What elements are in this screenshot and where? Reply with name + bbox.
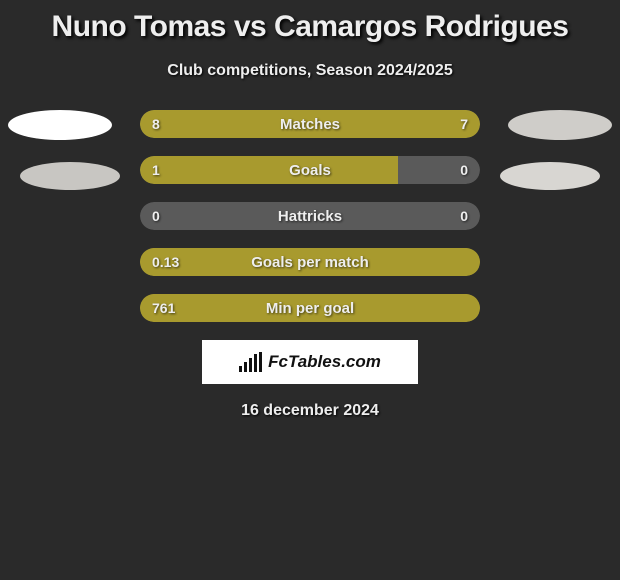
stat-row: Matches8 7 [140,110,480,138]
chart-icon [239,352,262,372]
row-label: Goals [140,156,480,184]
row-value-left: 0.13 [152,248,179,276]
row-value-right: 7 [460,110,468,138]
ellipse-right-top [508,110,612,140]
page-title: Nuno Tomas vs Camargos Rodrigues [0,0,620,44]
chart-wrap: Matches87Goals10Hattricks00Goals per mat… [0,110,620,420]
row-label: Hattricks [140,202,480,230]
stat-row: Goals1 0 [140,156,480,184]
ellipse-left-bot [20,162,120,190]
row-value-right: 0 [460,156,468,184]
row-value-left: 761 [152,294,175,322]
row-label: Min per goal [140,294,480,322]
stat-rows: Matches87Goals10Hattricks00Goals per mat… [140,110,480,322]
logo-box: FcTables.com [202,340,418,384]
ellipse-left-top [8,110,112,140]
date-text: 16 december 2024 [0,402,620,420]
stat-row: Goals per match0.13 [140,248,480,276]
row-label: Matches [140,110,480,138]
subtitle: Club competitions, Season 2024/2025 [0,62,620,80]
row-value-right: 0 [460,202,468,230]
logo-text: FcTables.com [268,352,381,372]
ellipse-right-bot [500,162,600,190]
row-value-left: 1 [152,156,160,184]
stat-row: Min per goal761 [140,294,480,322]
row-value-left: 8 [152,110,160,138]
row-value-left: 0 [152,202,160,230]
row-label: Goals per match [140,248,480,276]
stat-row: Hattricks0 0 [140,202,480,230]
